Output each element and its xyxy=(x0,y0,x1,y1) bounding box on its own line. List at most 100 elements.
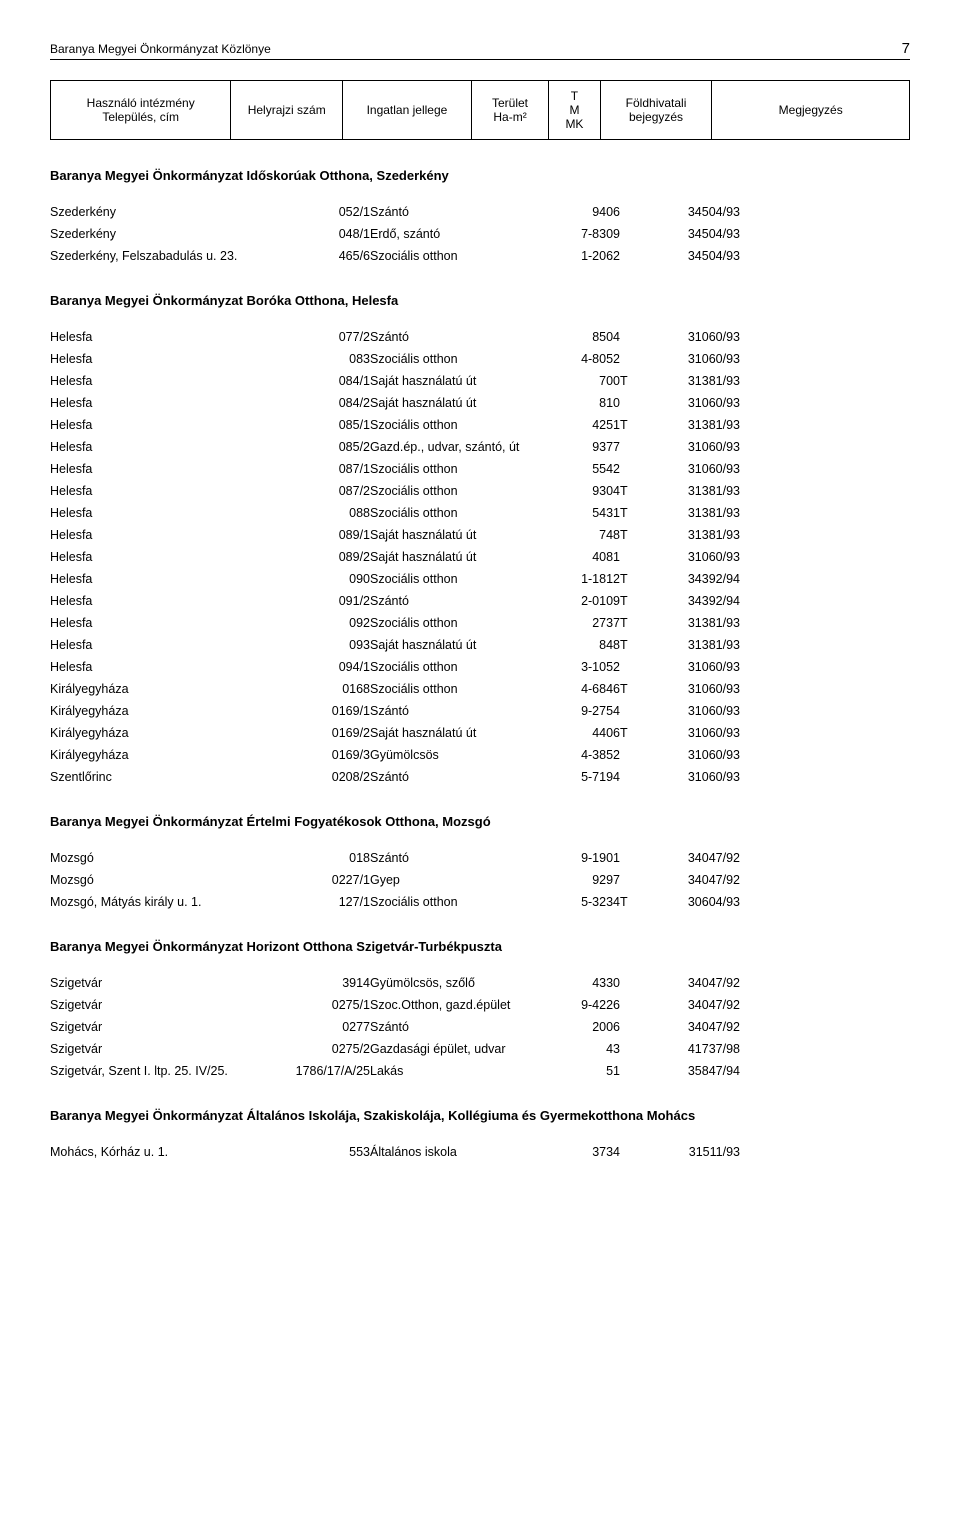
cell-c6: 31381/93 xyxy=(650,502,740,524)
cell-c7 xyxy=(740,766,910,788)
cell-c6: 31381/93 xyxy=(650,370,740,392)
cell-c4: 1-2062 xyxy=(550,245,620,267)
cell-c7 xyxy=(740,348,910,370)
cell-c4: 4-3852 xyxy=(550,744,620,766)
cell-c6: 34047/92 xyxy=(650,972,740,994)
cell-c7 xyxy=(740,590,910,612)
cell-c7 xyxy=(740,370,910,392)
colhdr-tmmk: TMMK xyxy=(549,81,601,140)
cell-c2: 089/2 xyxy=(280,546,370,568)
cell-c7 xyxy=(740,568,910,590)
cell-c1: Helesfa xyxy=(50,612,280,634)
cell-c4: 748 xyxy=(550,524,620,546)
cell-c7 xyxy=(740,1016,910,1038)
data-table: Szigetvár3914Gyümölcsös, szőlő433034047/… xyxy=(50,972,910,1082)
section-title: Baranya Megyei Önkormányzat Értelmi Fogy… xyxy=(50,814,910,829)
table-row: Helesfa084/1Saját használatú út700T31381… xyxy=(50,370,910,392)
cell-c7 xyxy=(740,414,910,436)
cell-c1: Helesfa xyxy=(50,348,280,370)
cell-c3: Szántó xyxy=(370,847,550,869)
cell-c2: 127/1 xyxy=(280,891,370,913)
cell-c1: Helesfa xyxy=(50,414,280,436)
cell-c3: Saját használatú út xyxy=(370,370,550,392)
data-table: Mozsgó018Szántó9-190134047/92Mozsgó0227/… xyxy=(50,847,910,913)
section-title: Baranya Megyei Önkormányzat Horizont Ott… xyxy=(50,939,910,954)
cell-c7 xyxy=(740,634,910,656)
cell-c3: Erdő, szántó xyxy=(370,223,550,245)
cell-c3: Szociális otthon xyxy=(370,678,550,700)
cell-c2: 1786/17/A/25 xyxy=(280,1060,370,1082)
cell-c5 xyxy=(620,1016,650,1038)
table-row: Szederkény, Felszabadulás u. 23.465/6Szo… xyxy=(50,245,910,267)
cell-c6: 31060/93 xyxy=(650,700,740,722)
cell-c1: Királyegyháza xyxy=(50,678,280,700)
cell-c4: 4081 xyxy=(550,546,620,568)
cell-c7 xyxy=(740,891,910,913)
cell-c3: Lakás xyxy=(370,1060,550,1082)
cell-c5 xyxy=(620,766,650,788)
table-row: Szigetvár, Szent I. ltp. 25. IV/25.1786/… xyxy=(50,1060,910,1082)
cell-c6: 31060/93 xyxy=(650,392,740,414)
cell-c6: 31060/93 xyxy=(650,326,740,348)
cell-c1: Királyegyháza xyxy=(50,700,280,722)
cell-c5: T xyxy=(620,568,650,590)
cell-c4: 9-2754 xyxy=(550,700,620,722)
cell-c1: Szigetvár, Szent I. ltp. 25. IV/25. xyxy=(50,1060,280,1082)
cell-c3: Szociális otthon xyxy=(370,480,550,502)
cell-c7 xyxy=(740,524,910,546)
cell-c2: 083 xyxy=(280,348,370,370)
cell-c3: Saját használatú út xyxy=(370,634,550,656)
cell-c4: 5431 xyxy=(550,502,620,524)
cell-c6: 34504/93 xyxy=(650,223,740,245)
cell-c6: 31060/93 xyxy=(650,656,740,678)
cell-c2: 085/1 xyxy=(280,414,370,436)
cell-c1: Helesfa xyxy=(50,370,280,392)
cell-c5 xyxy=(620,656,650,678)
cell-c4: 3-1052 xyxy=(550,656,620,678)
cell-c7 xyxy=(740,546,910,568)
cell-c7 xyxy=(740,612,910,634)
cell-c4: 810 xyxy=(550,392,620,414)
cell-c5: T xyxy=(620,612,650,634)
table-row: Királyegyháza0169/1Szántó9-275431060/93 xyxy=(50,700,910,722)
cell-c6: 31060/93 xyxy=(650,722,740,744)
table-row: Helesfa090Szociális otthon1-1812T34392/9… xyxy=(50,568,910,590)
cell-c3: Szociális otthon xyxy=(370,458,550,480)
colhdr-institution: Használó intézményTelepülés, cím xyxy=(51,81,231,140)
cell-c6: 31060/93 xyxy=(650,678,740,700)
page-number: 7 xyxy=(902,40,910,57)
cell-c5 xyxy=(620,744,650,766)
cell-c3: Szociális otthon xyxy=(370,656,550,678)
cell-c6: 31511/93 xyxy=(650,1141,740,1163)
table-row: Szentlőrinc0208/2Szántó5-719431060/93 xyxy=(50,766,910,788)
cell-c2: 093 xyxy=(280,634,370,656)
cell-c7 xyxy=(740,722,910,744)
cell-c6: 31060/93 xyxy=(650,766,740,788)
cell-c2: 0169/1 xyxy=(280,700,370,722)
cell-c5: T xyxy=(620,722,650,744)
cell-c5 xyxy=(620,245,650,267)
cell-c7 xyxy=(740,847,910,869)
cell-c2: 018 xyxy=(280,847,370,869)
cell-c4: 4330 xyxy=(550,972,620,994)
cell-c6: 34047/92 xyxy=(650,869,740,891)
cell-c3: Szociális otthon xyxy=(370,348,550,370)
table-row: Helesfa089/2Saját használatú út408131060… xyxy=(50,546,910,568)
cell-c7 xyxy=(740,201,910,223)
cell-c6: 30604/93 xyxy=(650,891,740,913)
cell-c2: 0169/2 xyxy=(280,722,370,744)
cell-c6: 34047/92 xyxy=(650,1016,740,1038)
cell-c6: 31060/93 xyxy=(650,348,740,370)
cell-c6: 31060/93 xyxy=(650,744,740,766)
cell-c4: 700 xyxy=(550,370,620,392)
cell-c2: 077/2 xyxy=(280,326,370,348)
table-row: Helesfa091/2Szántó2-0109T34392/94 xyxy=(50,590,910,612)
cell-c6: 31381/93 xyxy=(650,524,740,546)
cell-c3: Gazdasági épület, udvar xyxy=(370,1038,550,1060)
cell-c5 xyxy=(620,348,650,370)
cell-c7 xyxy=(740,972,910,994)
cell-c1: Szigetvár xyxy=(50,994,280,1016)
cell-c6: 34504/93 xyxy=(650,201,740,223)
cell-c5: T xyxy=(620,678,650,700)
cell-c5 xyxy=(620,546,650,568)
